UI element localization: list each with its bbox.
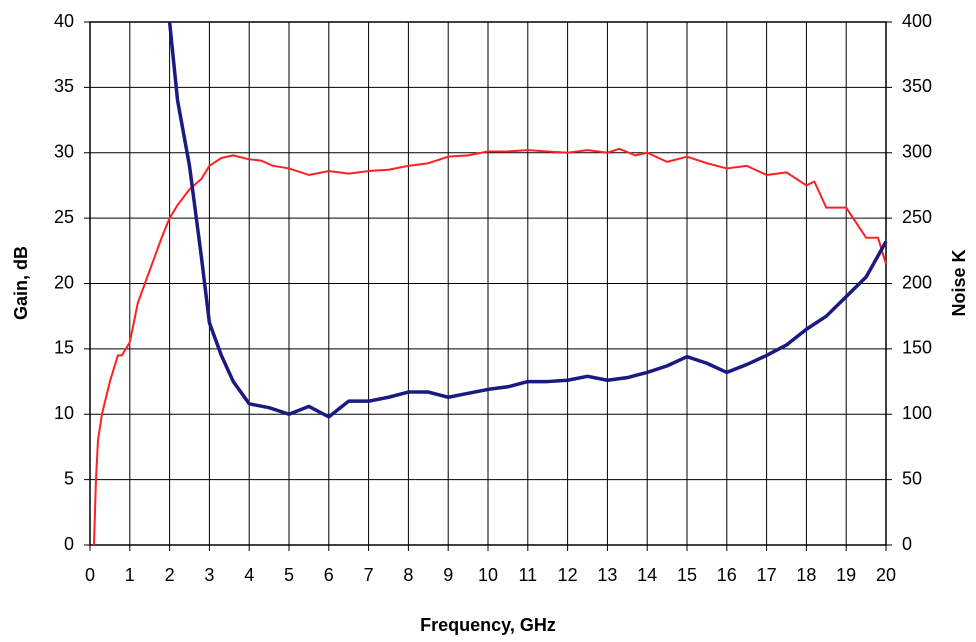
x-tick-label: 17 <box>757 565 777 585</box>
x-tick-label: 10 <box>478 565 498 585</box>
y-tick-label: 5 <box>64 468 74 488</box>
x-tick-label: 20 <box>876 565 896 585</box>
y-tick-label: 25 <box>54 207 74 227</box>
y2-tick-label: 200 <box>902 272 932 292</box>
x-tick-label: 6 <box>324 565 334 585</box>
y-tick-label: 30 <box>54 142 74 162</box>
series-line <box>92 147 887 546</box>
y-axis-title: Gain, dB <box>11 246 31 320</box>
x-axis-title: Frequency, GHz <box>420 615 556 635</box>
y2-tick-label: 400 <box>902 11 932 31</box>
y2-tick-label: 150 <box>902 338 932 358</box>
y-tick-label: 10 <box>54 403 74 423</box>
x-tick-label: 5 <box>284 565 294 585</box>
plot-border <box>89 21 887 546</box>
y2-tick-label: 300 <box>902 142 932 162</box>
x-tick-label: 0 <box>85 565 95 585</box>
x-tick-label: 14 <box>637 565 657 585</box>
x-tick-label: 1 <box>125 565 135 585</box>
y-tick-label: 20 <box>54 272 74 292</box>
y2-tick-label: 250 <box>902 207 932 227</box>
y2-axis-title: Noise K <box>949 249 969 316</box>
x-tick-label: 13 <box>597 565 617 585</box>
x-tick-label: 12 <box>558 565 578 585</box>
x-tick-label: 19 <box>836 565 856 585</box>
x-tick-label: 3 <box>204 565 214 585</box>
x-tick-label: 11 <box>518 565 537 585</box>
x-tick-label: 8 <box>403 565 413 585</box>
y2-tick-label: 100 <box>902 403 932 423</box>
x-tick-label: 15 <box>677 565 697 585</box>
x-tick-label: 9 <box>443 565 453 585</box>
y-tick-label: 40 <box>54 11 74 31</box>
y-tick-label: 35 <box>54 76 74 96</box>
y-tick-label: 0 <box>64 534 74 554</box>
y2-tick-label: 350 <box>902 76 932 96</box>
x-tick-label: 2 <box>165 565 175 585</box>
x-tick-label: 18 <box>796 565 816 585</box>
series-line <box>167 21 888 419</box>
x-tick-label: 4 <box>244 565 254 585</box>
y-tick-label: 15 <box>54 338 74 358</box>
x-tick-label: 16 <box>717 565 737 585</box>
y2-tick-label: 50 <box>902 468 922 488</box>
y2-tick-label: 0 <box>902 534 912 554</box>
x-tick-label: 7 <box>364 565 374 585</box>
